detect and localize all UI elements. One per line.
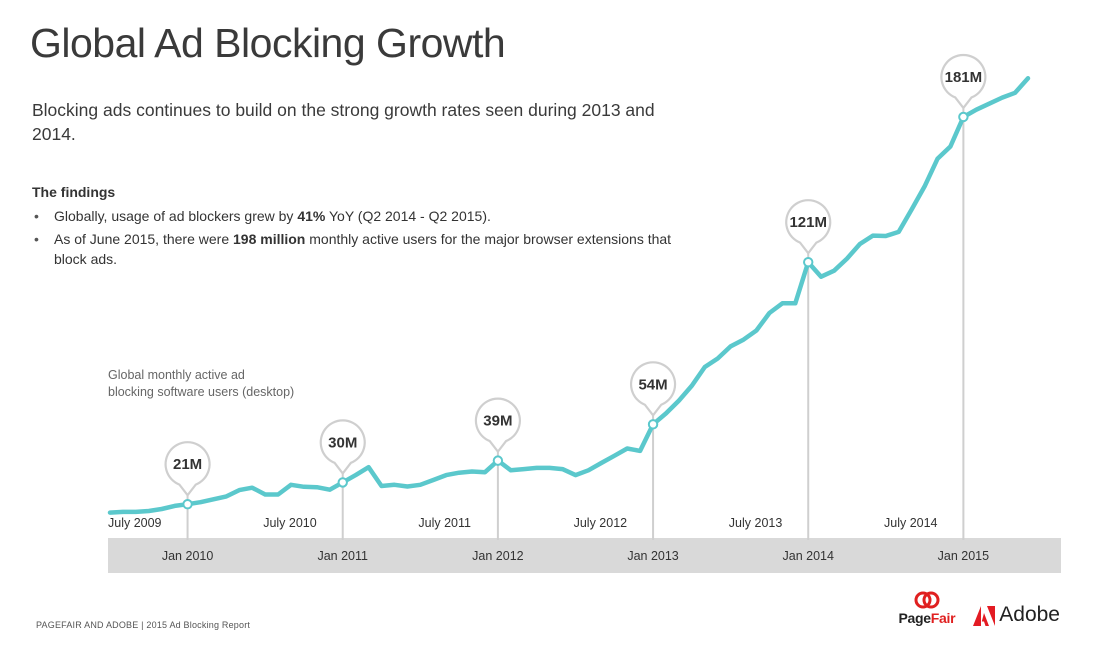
adobe-wordmark: Adobe	[999, 603, 1060, 626]
callout-marker	[803, 256, 814, 268]
adobe-logo: Adobe	[973, 604, 1060, 626]
x-tick-bottom: Jan 2012	[472, 549, 523, 563]
callout-bubbles: 21M 30M 39M 54M 121M 181M	[164, 53, 987, 497]
finding-2-text-end: monthly active users for the major brows…	[54, 231, 672, 267]
x-tick-bottom: Jan 2013	[627, 549, 678, 563]
x-tick-top: July 2010	[263, 516, 317, 530]
callout-label: 54M	[638, 376, 667, 393]
callout-bubble	[164, 441, 211, 497]
findings-section: The findings Globally, usage of ad block…	[32, 182, 682, 272]
logos: PageFair Adobe	[899, 586, 1060, 626]
finding-item-1: Globally, usage of ad blockers grew by 4…	[32, 206, 682, 226]
adobe-icon	[973, 606, 996, 626]
finding-1-text-start: Globally, usage of ad blockers grew by	[54, 208, 298, 224]
callout-bubble	[785, 199, 832, 255]
finding-item-2: As of June 2015, there were 198 million …	[32, 229, 682, 269]
callout-marker	[492, 455, 504, 466]
callout-marker	[647, 419, 659, 430]
x-tick-bottom: Jan 2010	[162, 549, 213, 563]
footer: PAGEFAIR AND ADOBE | 2015 Ad Blocking Re…	[36, 620, 251, 630]
pagefair-word-fair: Fair	[930, 610, 956, 626]
page-title: Global Ad Blocking Growth	[30, 20, 506, 66]
x-tick-bottom: Jan 2015	[938, 549, 989, 563]
finding-2-highlight: 198 million	[233, 231, 306, 247]
callout-label: 121M	[789, 214, 827, 231]
subtitle: Blocking ads continues to build on the s…	[32, 100, 655, 144]
x-tick-top: July 2014	[884, 516, 938, 530]
series-label-line-2: blocking software users (desktop)	[108, 385, 294, 399]
x-tick-bottom: Jan 2011	[317, 549, 368, 563]
finding-1-highlight: 41%	[297, 208, 326, 224]
series-label-line-1: Global monthly active ad	[108, 368, 245, 382]
callout-label: 181M	[945, 69, 983, 86]
callout-bubble	[474, 397, 521, 454]
finding-1-text-end: YoY (Q2 2014 - Q2 2015).	[325, 208, 491, 224]
findings-heading: The findings	[32, 184, 116, 200]
footer-source: PAGEFAIR AND ADOBE	[36, 620, 139, 630]
callout-label: 39M	[483, 413, 512, 430]
callout-bubble	[319, 419, 366, 476]
x-tick-top: July 2013	[729, 516, 783, 530]
callout-label: 30M	[328, 434, 357, 451]
x-ticks-top: July 2009 July 2010 July 2011 July 2012 July…	[108, 516, 938, 530]
x-tick-top: July 2012	[574, 516, 628, 530]
x-ticks-bottom: Jan 2010 Jan 2011 Jan 2012 Jan 2013 Jan 2014…	[162, 549, 989, 563]
finding-2-text-start: As of June 2015, there were	[54, 231, 233, 247]
callout-marker	[958, 111, 969, 123]
callout-bubble	[629, 361, 677, 418]
x-tick-bottom: Jan 2014	[783, 549, 834, 563]
pagefair-word-page: Page	[898, 610, 932, 626]
callout-marker	[182, 498, 193, 510]
pagefair-icon	[914, 591, 940, 609]
x-tick-top: July 2011	[418, 516, 471, 530]
callout-markers	[182, 111, 969, 510]
callout-label: 21M	[173, 456, 202, 473]
x-axis-band	[108, 538, 1061, 573]
callout-marker	[337, 477, 348, 488]
pagefair-logo: PageFair	[899, 590, 956, 626]
findings-list: Globally, usage of ad blockers grew by 4…	[32, 206, 682, 269]
series-line	[107, 76, 1031, 515]
x-tick-top: July 2009	[108, 516, 162, 530]
footer-report: 2015 Ad Blocking Report	[146, 620, 251, 630]
callout-bubble	[940, 53, 987, 110]
